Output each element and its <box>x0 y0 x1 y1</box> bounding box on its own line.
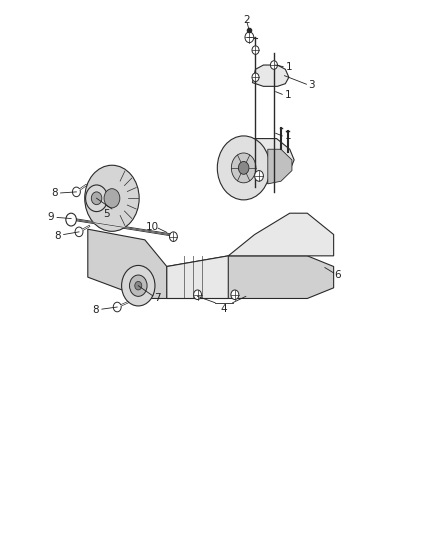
Polygon shape <box>145 256 333 298</box>
Circle shape <box>193 290 201 300</box>
Circle shape <box>270 61 277 69</box>
Circle shape <box>230 290 238 300</box>
Text: 1: 1 <box>285 62 292 71</box>
Circle shape <box>121 265 155 306</box>
Circle shape <box>85 185 107 212</box>
Polygon shape <box>239 139 293 187</box>
Circle shape <box>134 281 141 290</box>
Text: 1: 1 <box>284 132 291 141</box>
Circle shape <box>244 32 253 43</box>
Circle shape <box>251 46 258 54</box>
Text: 5: 5 <box>103 209 110 219</box>
Circle shape <box>66 213 76 226</box>
Circle shape <box>104 189 120 208</box>
Circle shape <box>217 136 269 200</box>
Circle shape <box>254 171 263 181</box>
Polygon shape <box>267 149 291 184</box>
Text: 8: 8 <box>54 231 61 240</box>
Circle shape <box>129 275 147 296</box>
Text: 9: 9 <box>47 212 54 222</box>
Text: 6: 6 <box>334 270 341 280</box>
Circle shape <box>251 73 258 82</box>
Circle shape <box>113 302 121 312</box>
Circle shape <box>72 187 80 197</box>
Text: 8: 8 <box>51 188 58 198</box>
Circle shape <box>85 165 139 231</box>
Circle shape <box>75 227 83 237</box>
Text: 7: 7 <box>153 294 160 303</box>
Text: 8: 8 <box>92 305 99 315</box>
Text: 3: 3 <box>307 80 314 90</box>
Text: 2: 2 <box>243 15 250 25</box>
Polygon shape <box>252 65 288 86</box>
Text: 10: 10 <box>145 222 159 231</box>
Polygon shape <box>166 256 228 298</box>
Circle shape <box>91 192 102 205</box>
Circle shape <box>231 153 255 183</box>
Polygon shape <box>228 213 333 256</box>
Circle shape <box>238 161 248 174</box>
Text: 1: 1 <box>284 90 291 100</box>
Text: 4: 4 <box>220 304 227 314</box>
Circle shape <box>169 232 177 241</box>
Polygon shape <box>88 229 166 298</box>
